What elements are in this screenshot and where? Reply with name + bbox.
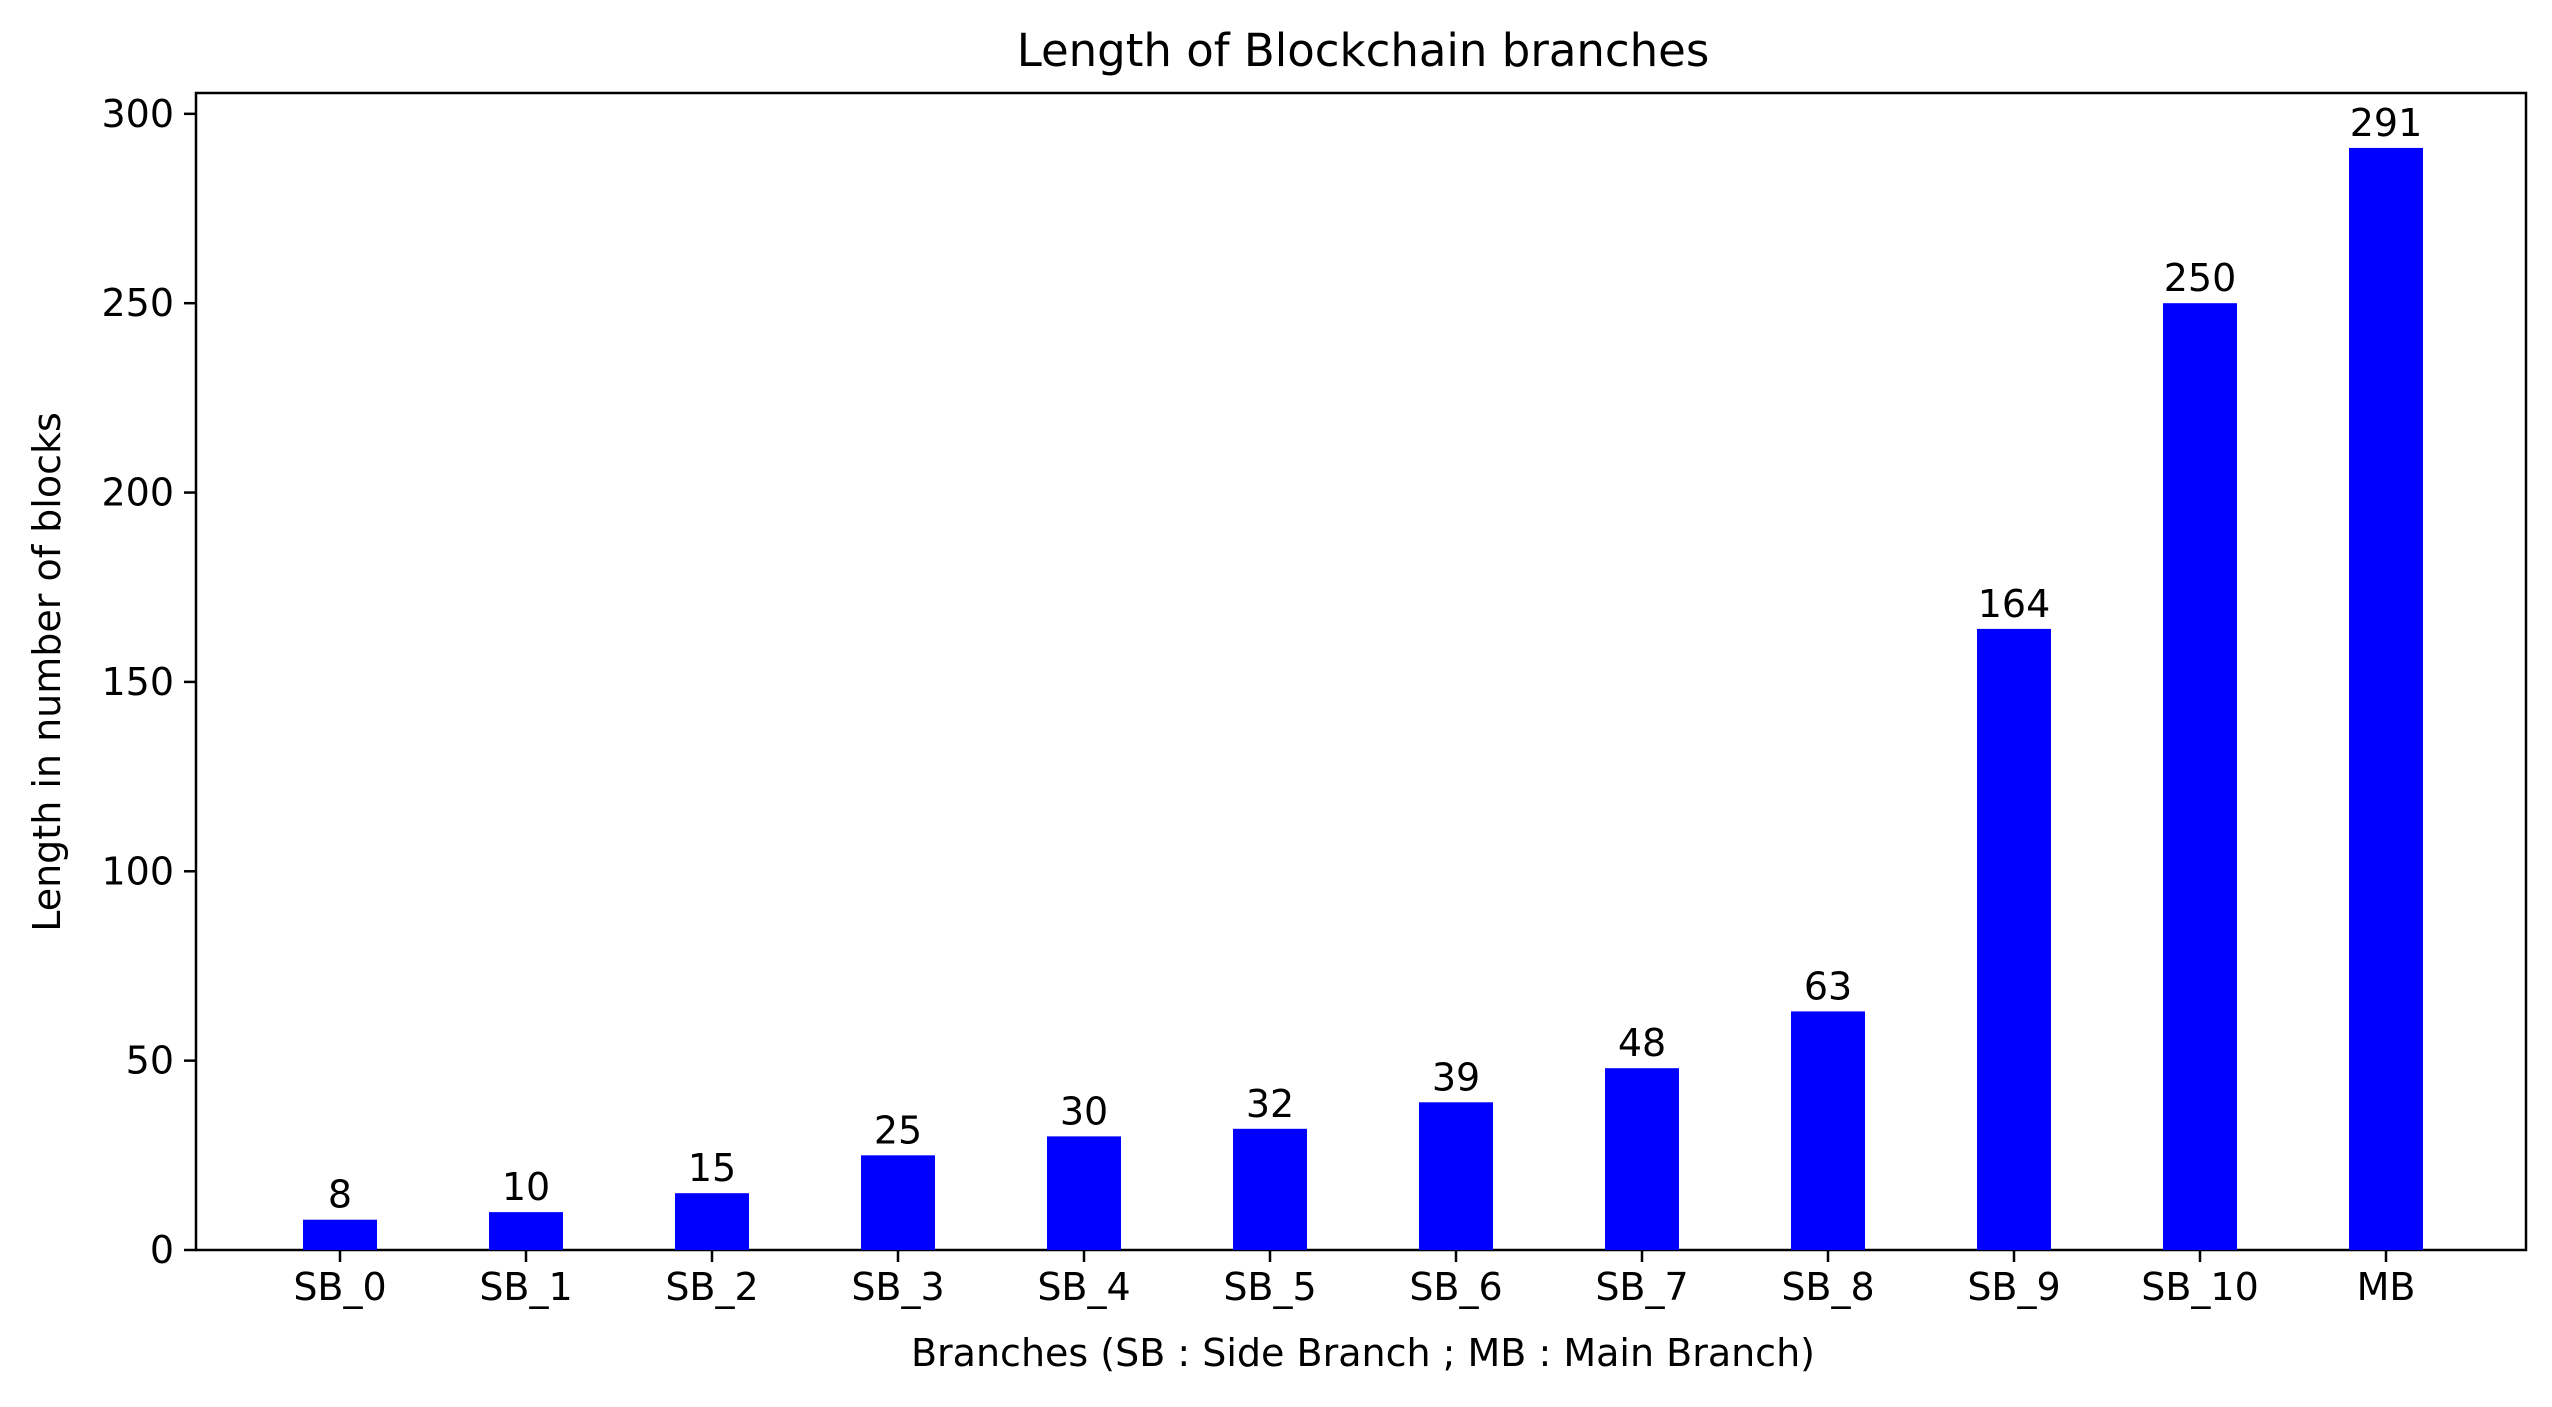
bar-sb-4	[1047, 1136, 1121, 1250]
x-tick-label: SB_4	[1037, 1265, 1130, 1309]
chart-title: Length of Blockchain branches	[1017, 24, 1710, 77]
data-label: 30	[1060, 1089, 1108, 1133]
y-axis-label: Length in number of blocks	[25, 412, 69, 932]
data-label: 48	[1618, 1021, 1666, 1065]
bar-sb-8	[1791, 1011, 1865, 1250]
data-label: 291	[2350, 101, 2423, 145]
data-label: 63	[1804, 964, 1852, 1008]
x-tick-label: SB_2	[665, 1265, 758, 1309]
bars-group	[303, 147, 2423, 1250]
x-tick-label: SB_6	[1409, 1265, 1502, 1309]
x-tick-label: SB_3	[851, 1265, 944, 1309]
bar-sb-10	[2163, 303, 2237, 1250]
x-axis: SB_0 SB_1 SB_2 SB_3 SB_4 SB_5 SB_6 SB_7 SB_8 SB_9…	[293, 1250, 2415, 1309]
y-tick-label: 150	[101, 660, 174, 704]
bar-mb	[2349, 147, 2423, 1250]
x-tick-label: SB_7	[1595, 1265, 1688, 1309]
y-tick-label: 0	[150, 1228, 174, 1272]
data-label: 10	[502, 1165, 550, 1209]
data-label: 164	[1978, 582, 2051, 626]
x-axis-label: Branches (SB : Side Branch ; MB : Main B…	[911, 1331, 1815, 1375]
bar-sb-6	[1419, 1102, 1493, 1250]
data-label: 39	[1432, 1055, 1480, 1099]
bar-sb-3	[861, 1155, 935, 1250]
x-tick-label: SB_5	[1223, 1265, 1316, 1309]
data-label: 25	[874, 1108, 922, 1152]
bar-sb-5	[1233, 1128, 1307, 1250]
y-axis: 0 50 100 150 200 250 300	[101, 92, 196, 1272]
x-tick-label: SB_10	[2141, 1265, 2259, 1309]
data-label: 8	[328, 1173, 352, 1217]
bar-sb-0	[303, 1219, 377, 1250]
x-tick-label: MB	[2357, 1265, 2416, 1309]
x-tick-label: SB_9	[1967, 1265, 2060, 1309]
y-tick-label: 300	[101, 92, 174, 136]
y-tick-label: 200	[101, 471, 174, 515]
bar-sb-9	[1977, 628, 2051, 1250]
bar-sb-2	[675, 1193, 749, 1250]
x-tick-label: SB_8	[1781, 1265, 1874, 1309]
plot-area	[194, 91, 2528, 1252]
y-tick-label: 250	[101, 281, 174, 325]
y-tick-label: 50	[126, 1039, 174, 1083]
bar-sb-1	[489, 1212, 563, 1250]
bar-sb-7	[1605, 1068, 1679, 1250]
data-label: 32	[1246, 1082, 1294, 1126]
x-tick-label: SB_1	[479, 1265, 572, 1309]
data-label: 15	[688, 1146, 736, 1190]
data-labels-group: 8 10 15 25 30 32 39 48 63 164 250 291	[328, 101, 2422, 1217]
data-label: 250	[2164, 256, 2237, 300]
x-tick-label: SB_0	[293, 1265, 386, 1309]
y-tick-label: 100	[101, 849, 174, 893]
